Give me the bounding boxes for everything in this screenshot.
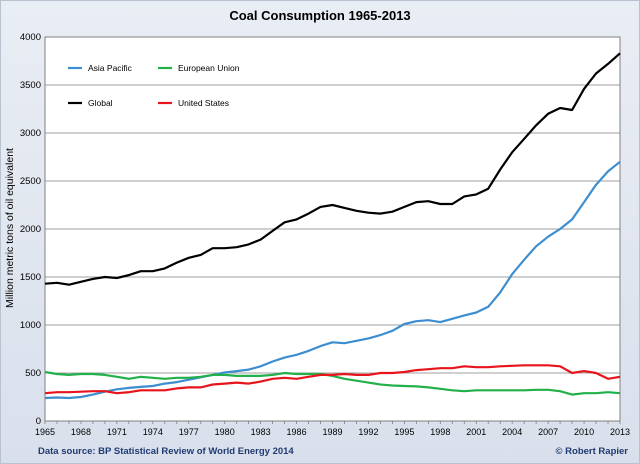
x-tick-label: 1986	[287, 427, 307, 437]
legend-label: Asia Pacific	[88, 63, 133, 73]
y-tick-label: 2500	[20, 176, 41, 187]
x-tick-label: 1965	[35, 427, 55, 437]
x-tick-label: 1998	[430, 427, 450, 437]
legend: Asia Pacific European Union Global United S…	[68, 63, 240, 108]
series-lines	[44, 52, 621, 400]
y-tick-labels: 0 500 1000 1500 2000 2500 3000 3500 4000	[20, 32, 41, 427]
series-line-asia-pacific	[44, 160, 621, 400]
legend-label: European Union	[178, 63, 240, 73]
x-tick-label: 2010	[574, 427, 594, 437]
x-tick-label: 1989	[322, 427, 342, 437]
x-tick-label: 1977	[179, 427, 199, 437]
x-tick-label: 2004	[502, 427, 522, 437]
y-tick-label: 1000	[20, 320, 41, 331]
x-tick-label: 1974	[143, 427, 163, 437]
y-tick-label: 500	[25, 368, 41, 379]
y-tick-label: 1500	[20, 272, 41, 283]
y-tick-label: 3000	[20, 128, 41, 139]
data-source-note: Data source: BP Statistical Review of Wo…	[38, 446, 294, 457]
x-tick-label: 1983	[251, 427, 271, 437]
y-tick-label: 3500	[20, 80, 41, 91]
x-tick-labels: 1965 1968 1971 1974 1977 1980 1983 1986 1989 1992…	[35, 421, 630, 437]
chart-title: Coal Consumption 1965-2013	[229, 8, 411, 23]
x-tick-label: 1971	[107, 427, 127, 437]
x-tick-label: 2001	[466, 427, 486, 437]
x-tick-label: 1980	[215, 427, 235, 437]
legend-label: United States	[178, 98, 229, 108]
y-tick-label: 0	[36, 416, 41, 427]
y-tick-label: 4000	[20, 32, 41, 43]
x-tick-label: 2007	[538, 427, 558, 437]
x-tick-label: 1992	[358, 427, 378, 437]
series-line-united-states	[44, 364, 621, 395]
series-line-global	[44, 52, 621, 286]
legend-label: Global	[88, 98, 113, 108]
x-tick-label: 2013	[610, 427, 630, 437]
credit-note: © Robert Rapier	[555, 446, 628, 457]
y-tick-label: 2000	[20, 224, 41, 235]
x-tick-label: 1968	[71, 427, 91, 437]
x-tick-label: 1995	[394, 427, 414, 437]
